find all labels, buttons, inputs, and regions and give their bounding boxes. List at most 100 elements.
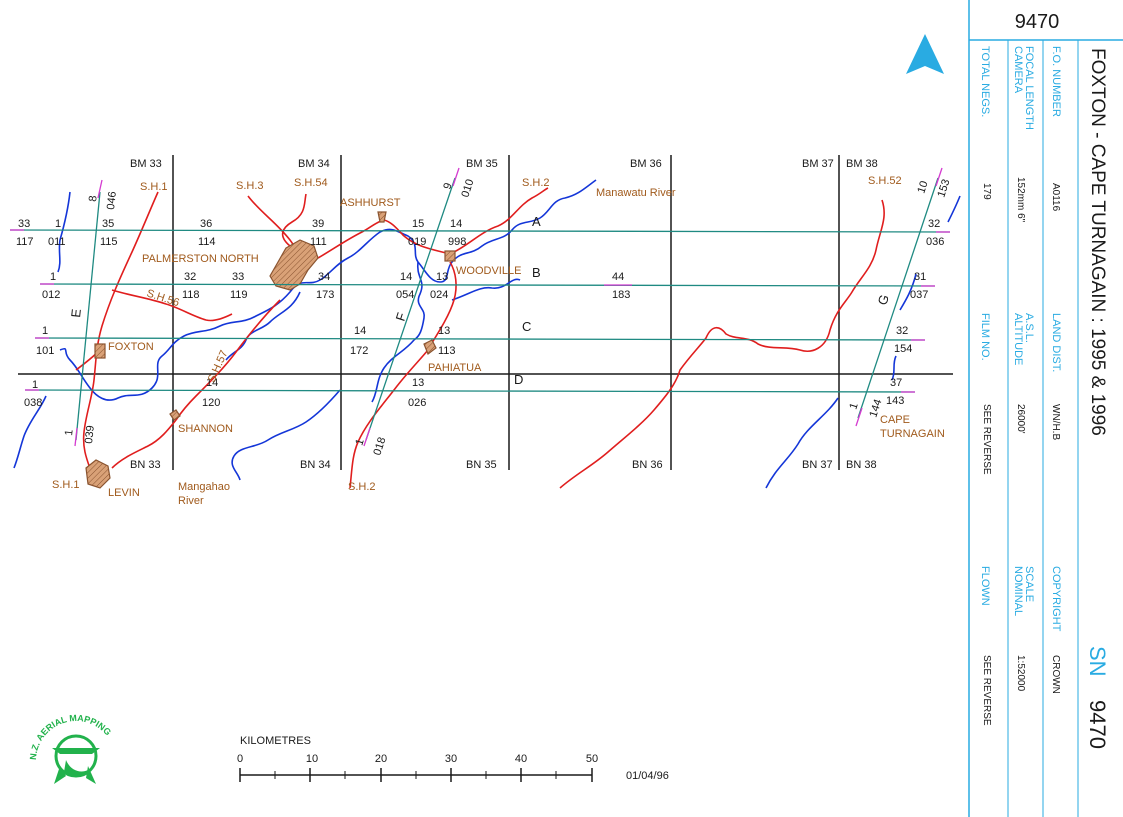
frame-numbers-run-a: 33 117 1 011 35 115 36 114 39 111 15 14 …	[16, 218, 944, 248]
place-levin: LEVIN	[108, 487, 140, 499]
frame-number: 117	[16, 236, 34, 248]
frame-number: 8	[87, 195, 100, 202]
frame-number: 32	[896, 325, 908, 337]
frame-number: 012	[42, 289, 60, 301]
sh54-road	[281, 193, 307, 247]
mangahao-river	[231, 389, 341, 481]
total-negs-heading: TOTAL NEGS.	[979, 46, 991, 117]
frame-numbers-run-b: 1 012 32 118 33 119 34 173 14 13 054 024…	[42, 271, 928, 301]
sheet-label-bn38: BN 38	[846, 459, 877, 471]
sh2-north	[449, 187, 549, 255]
woodville-pahiatua	[429, 261, 457, 347]
sheet-label-bn34: BN 34	[300, 459, 331, 471]
place-turnagain: TURNAGAIN	[880, 428, 945, 440]
frame-number: 34	[318, 271, 330, 283]
place-palmerston-north: PALMERSTON NORTH	[142, 253, 259, 265]
frame-number: 024	[430, 289, 448, 301]
frame-number: 153	[935, 178, 952, 199]
total-negs-value: 179	[981, 183, 992, 200]
scale-heading: SCALE	[1023, 566, 1035, 602]
frame-number: 054	[396, 289, 414, 301]
frame-number: 1	[42, 325, 48, 337]
frame-number: 15	[412, 218, 424, 230]
film-no-value: SEE REVERSE	[981, 404, 992, 475]
river-far-west	[57, 191, 71, 273]
scale-bar: KILOMETRES 0 10 20 30 40 50 01/04/96	[237, 735, 669, 782]
river-label-manawatu: Manawatu River	[596, 187, 676, 199]
frame-number: 31	[914, 271, 926, 283]
scale-tick: 10	[306, 753, 318, 765]
scale-value: 1:52000	[1015, 655, 1026, 692]
sheet-label-bm35: BM 35	[466, 158, 498, 170]
frame-number: 1	[847, 401, 860, 411]
frame-number: 115	[100, 236, 118, 248]
scale-title: KILOMETRES	[240, 735, 311, 747]
place-labels: PALMERSTON NORTH ASHHURST WOODVILLE FOXT…	[108, 197, 945, 499]
flown-heading: FLOWN	[979, 566, 991, 606]
highway-label-sh54: S.H.54	[294, 177, 328, 189]
flight-runs	[9, 177, 951, 441]
run-label-b: B	[532, 265, 541, 280]
frame-number: 32	[184, 271, 196, 283]
river-south-woodville	[451, 278, 521, 301]
title-panel: 9470 FOXTON - CAPE TURNAGAIN : 1995 & 19…	[968, 0, 1123, 817]
fo-number-value: A0116	[1050, 183, 1061, 212]
manawatu-river	[59, 179, 597, 401]
frame-number: 44	[612, 271, 624, 283]
north-label: N	[922, 67, 929, 77]
run-label-e: E	[68, 308, 84, 319]
fo-number-heading: F.O. NUMBER	[1050, 46, 1062, 117]
frame-number: 14	[400, 271, 412, 283]
frame-number: 1	[63, 429, 76, 436]
rivers	[13, 179, 961, 489]
map-date: 01/04/96	[626, 770, 669, 782]
camera-heading: CAMERA	[1012, 46, 1024, 94]
run-d-line	[24, 389, 916, 393]
woodville-town	[444, 250, 456, 262]
highway-label-sh1: S.H.1	[140, 181, 168, 193]
sn-number: 9470	[1085, 700, 1110, 749]
frame-number: 011	[48, 236, 66, 248]
frame-number: 1	[32, 379, 38, 391]
flown-value: SEE REVERSE	[981, 655, 992, 726]
frame-number: 113	[438, 345, 456, 357]
sheet-label-bn35: BN 35	[466, 459, 497, 471]
frame-number: 010	[459, 178, 476, 199]
shannon-town	[169, 409, 181, 421]
place-shannon: SHANNON	[178, 423, 233, 435]
frame-number: 183	[612, 289, 630, 301]
frame-number: 037	[910, 289, 928, 301]
levin-town	[85, 459, 111, 489]
shannon-levin	[111, 419, 177, 469]
frame-number: 14	[206, 377, 218, 389]
sheet-label-bm38: BM 38	[846, 158, 878, 170]
run-e-line	[75, 191, 101, 441]
river-from-pahiatua	[371, 339, 415, 403]
sheet-label-bm33: BM 33	[130, 158, 162, 170]
frame-number: 998	[448, 236, 466, 248]
sheet-label-bm37: BM 37	[802, 158, 834, 170]
river-labels: Manawatu River Mangahao River	[178, 187, 676, 507]
palmy-to-ashhurst	[317, 219, 405, 259]
nz-aerial-mapping-logo: N.Z. AERIAL MAPPING LTD	[0, 0, 115, 784]
frame-number: 33	[232, 271, 244, 283]
run-label-g: G	[875, 293, 892, 307]
place-pahiatua: PAHIATUA	[428, 362, 482, 374]
frame-number: 036	[926, 236, 944, 248]
survey-number: 9470	[1015, 11, 1060, 33]
flight-run-ticks	[10, 167, 950, 447]
altitude-heading: ALTITUDE	[1012, 313, 1024, 365]
scale-tick: 40	[515, 753, 527, 765]
run-label-a: A	[532, 214, 541, 229]
sheet-grid	[18, 155, 953, 470]
highway-label-sh3: S.H.3	[236, 180, 264, 192]
river-west-coast	[13, 395, 47, 469]
frame-numbers-run-d: 1 038 14 120 13 026 37 143	[24, 377, 904, 409]
frame-number: 154	[894, 343, 912, 355]
sheet-labels: BM 33 BM 34 BM 35 BM 36 BM 37 BM 38 BN 3…	[130, 158, 878, 471]
frame-number: 144	[867, 398, 884, 419]
frame-number: 143	[886, 395, 904, 407]
highway-label-sh1-south: S.H.1	[52, 479, 80, 491]
pahiatua-town	[423, 339, 437, 355]
frame-number: 14	[354, 325, 366, 337]
